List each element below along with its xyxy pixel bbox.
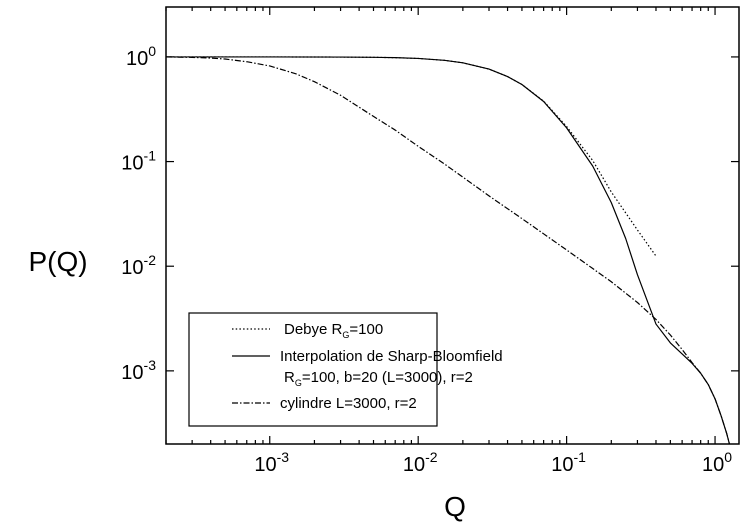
x-tick-label-exponent: -1 (574, 449, 587, 465)
x-tick-label-base: 10 (551, 454, 573, 476)
x-tick-label-base: 10 (254, 454, 276, 476)
x-axis-label: Q (444, 491, 466, 522)
legend-label-debye-main: Debye R (284, 321, 343, 338)
x-tick-label-base: 10 (403, 454, 425, 476)
x-tick-label: 10-1 (551, 449, 586, 476)
legend-label-sharp-bloomfield-line2-after: =100, b=20 (L=3000), r=2 (302, 369, 473, 386)
x-tick-label-base: 10 (702, 454, 724, 476)
y-tick-label: 100 (126, 43, 156, 70)
y-tick-label: 10-1 (121, 148, 156, 175)
y-tick-label-exponent: 0 (148, 43, 156, 59)
x-tick-label: 10-2 (403, 449, 438, 476)
legend-label-debye: Debye RG=100 (284, 321, 383, 340)
y-tick-label: 10-2 (121, 252, 156, 279)
y-tick-label-exponent: -3 (144, 357, 157, 373)
legend-label-cylindre: cylindre L=3000, r=2 (280, 395, 417, 412)
y-axis-label: P(Q) (28, 246, 87, 277)
x-tick-label-exponent: 0 (724, 449, 732, 465)
y-tick-label-base: 10 (121, 153, 143, 175)
legend-label-debye-after: =100 (349, 321, 383, 338)
x-tick-label: 10-3 (254, 449, 289, 476)
y-tick-label-exponent: -1 (144, 148, 157, 164)
series-lines (165, 56, 731, 445)
x-tick-label-exponent: -2 (425, 449, 438, 465)
y-tick-label-base: 10 (126, 48, 148, 70)
series-line-debye (166, 56, 657, 257)
legend-label-sharp-bloomfield: Interpolation de Sharp-Bloomfield (280, 348, 503, 365)
y-tick-label-base: 10 (121, 257, 143, 279)
series-line-sharp-bloomfield (165, 56, 731, 445)
y-tick-label-exponent: -2 (144, 252, 157, 268)
x-tick-label: 100 (702, 449, 732, 476)
legend: Debye RG=100 Interpolation de Sharp-Bloo… (188, 312, 503, 427)
legend-box (188, 312, 438, 427)
y-tick-label: 10-3 (121, 357, 156, 384)
legend-label-debye-sub: G (342, 330, 349, 340)
plot-frame (165, 6, 740, 445)
legend-label-sharp-bloomfield-line2-sub: G (295, 378, 302, 388)
legend-label-sharp-bloomfield-line2: RG=100, b=20 (L=3000), r=2 (284, 369, 473, 388)
legend-label-sharp-bloomfield-line2-main: R (284, 369, 295, 386)
y-tick-label-base: 10 (121, 362, 143, 384)
x-tick-label-exponent: -3 (277, 449, 290, 465)
